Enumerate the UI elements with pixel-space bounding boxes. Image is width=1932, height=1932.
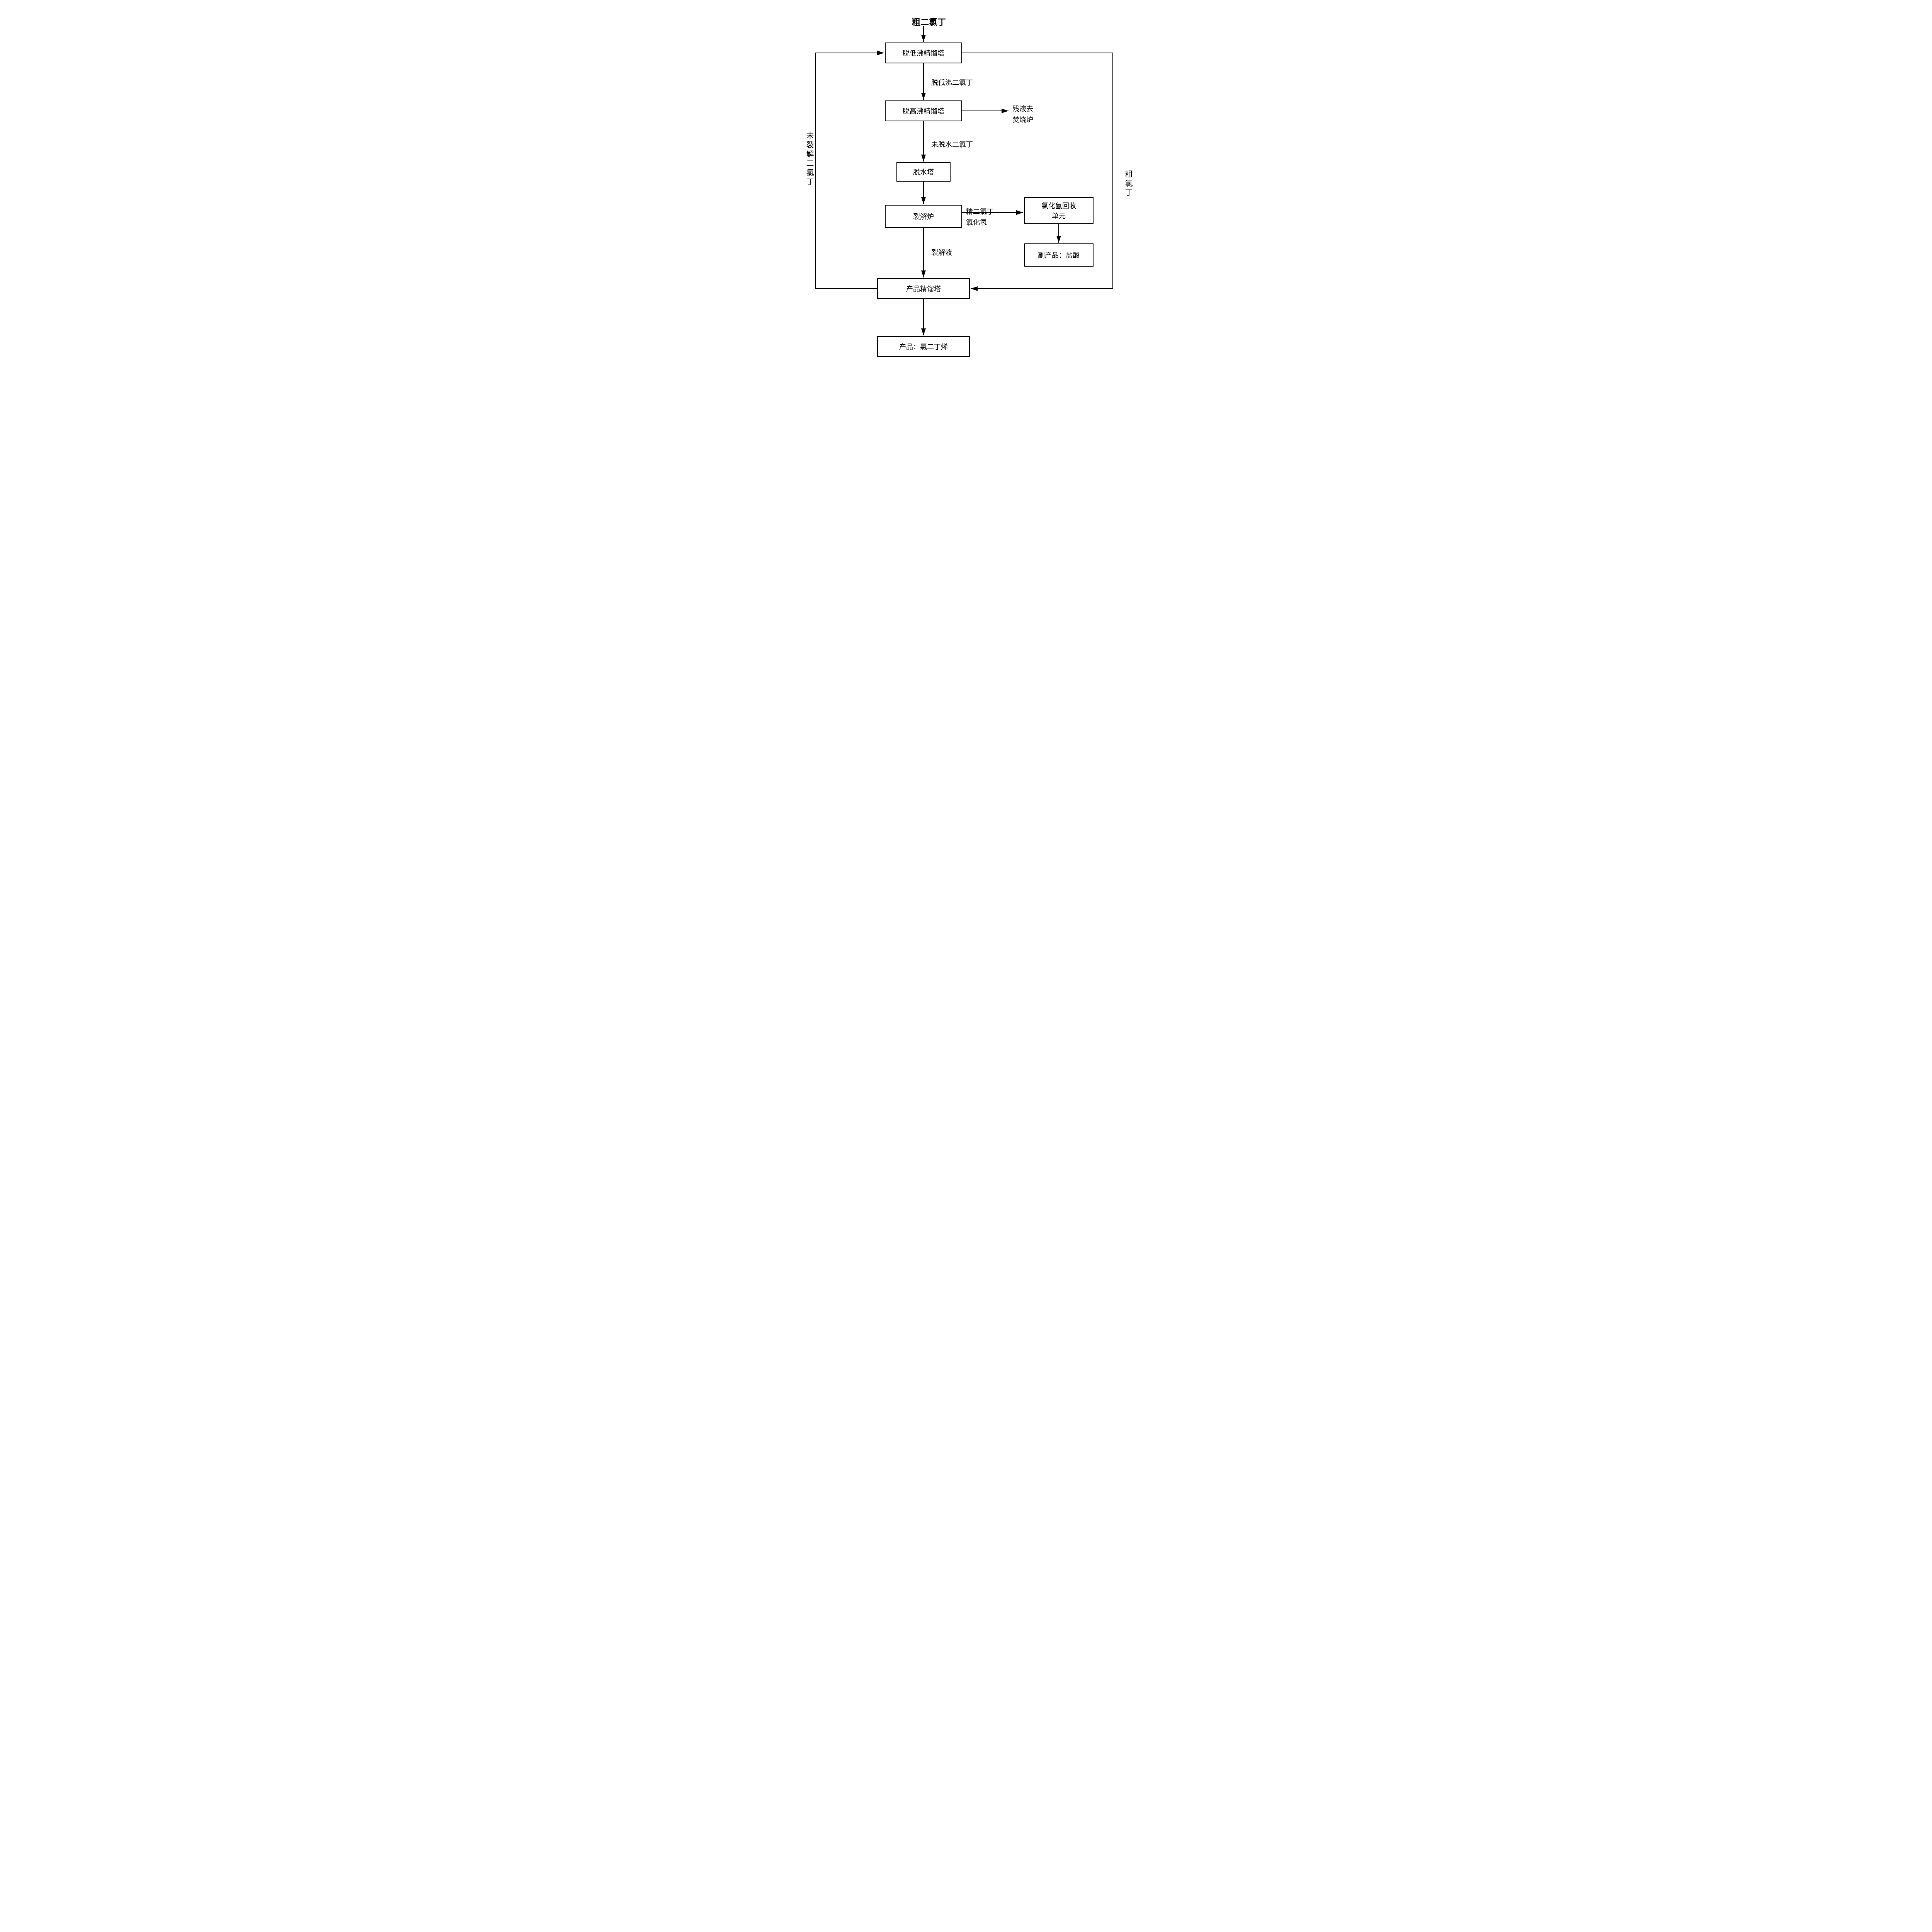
box-product-dist: 产品精馏塔 — [877, 278, 970, 299]
box-hcl-recovery: 氯化氢回收 单元 — [1024, 197, 1094, 224]
box-low-boil: 脱低沸精馏塔 — [885, 43, 962, 63]
box-product: 产品：氯二丁烯 — [877, 336, 970, 357]
box-dehydration: 脱水塔 — [896, 162, 951, 182]
label-cracking-bot: 氯化氢 — [966, 217, 987, 227]
label-cracking-top: 精二氯丁 — [966, 206, 994, 216]
label-high-right-1: 残液去 — [1012, 104, 1033, 114]
label-low-to-high: 脱低沸二氯丁 — [931, 77, 973, 87]
box-cracking: 裂解炉 — [885, 205, 962, 228]
label-high-right-2: 焚烧炉 — [1012, 114, 1033, 124]
input-label: 粗二氯丁 — [912, 15, 946, 28]
box-byproduct: 副产品：盐酸 — [1024, 243, 1094, 267]
label-high-to-dehy: 未脱水二氯丁 — [931, 139, 973, 149]
hcl-recovery-text: 氯化氢回收 单元 — [1041, 201, 1076, 221]
box-high-boil: 脱高沸精馏塔 — [885, 100, 962, 121]
label-left-loop: 未裂解二氯丁 — [804, 131, 815, 187]
label-cracking-down: 裂解液 — [931, 247, 952, 257]
label-right-loop: 粗氯丁 — [1122, 170, 1134, 198]
